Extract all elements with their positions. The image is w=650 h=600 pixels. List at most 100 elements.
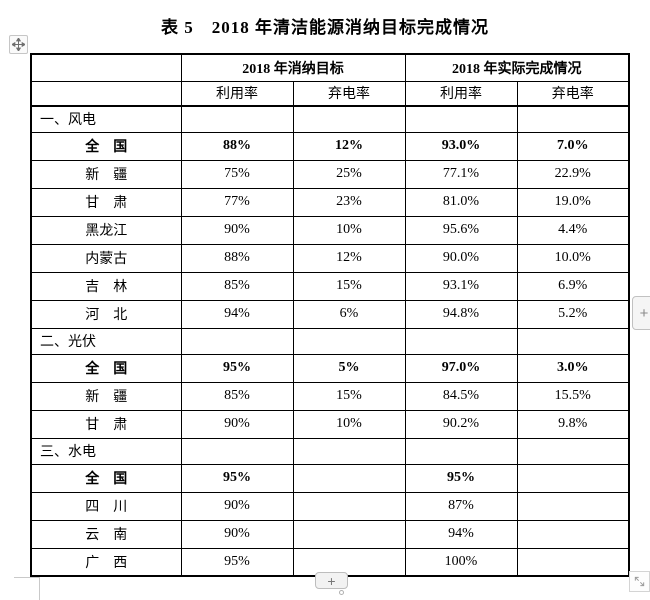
value-cell[interactable]: 100% xyxy=(404,547,518,577)
value-cell[interactable]: 85% xyxy=(180,271,294,301)
row-label[interactable]: 全 国 xyxy=(30,353,182,383)
value-cell[interactable]: 6% xyxy=(292,299,406,329)
value-cell[interactable]: 90.0% xyxy=(404,243,518,273)
value-cell[interactable]: 15.5% xyxy=(516,381,630,411)
value-cell[interactable]: 93.0% xyxy=(404,131,518,161)
value-cell[interactable]: 90% xyxy=(180,215,294,245)
value-cell[interactable]: 19.0% xyxy=(516,187,630,217)
value-cell[interactable]: 9.8% xyxy=(516,409,630,439)
row-label[interactable]: 甘 肃 xyxy=(30,187,182,217)
value-cell[interactable] xyxy=(516,491,630,521)
section-label[interactable]: 一、风电 xyxy=(30,105,182,133)
empty-cell[interactable] xyxy=(292,437,406,465)
empty-cell[interactable] xyxy=(516,105,630,133)
value-cell[interactable]: 95% xyxy=(180,547,294,577)
row-label[interactable]: 新 疆 xyxy=(30,159,182,189)
value-cell[interactable]: 6.9% xyxy=(516,271,630,301)
value-cell[interactable] xyxy=(516,519,630,549)
value-cell[interactable]: 94% xyxy=(404,519,518,549)
empty-cell[interactable] xyxy=(404,105,518,133)
header-curtailment-rate[interactable]: 弃电率 xyxy=(516,80,630,107)
value-cell[interactable]: 10% xyxy=(292,215,406,245)
empty-cell[interactable] xyxy=(404,437,518,465)
value-cell[interactable]: 85% xyxy=(180,381,294,411)
row-label[interactable]: 内蒙古 xyxy=(30,243,182,273)
empty-cell[interactable] xyxy=(404,327,518,355)
value-cell[interactable]: 77% xyxy=(180,187,294,217)
value-cell[interactable]: 95.6% xyxy=(404,215,518,245)
header-empty-cell[interactable] xyxy=(30,53,182,82)
value-cell[interactable]: 97.0% xyxy=(404,353,518,383)
value-cell[interactable]: 15% xyxy=(292,271,406,301)
table-row: 吉 林 85% 15% 93.1% 6.9% xyxy=(30,271,630,301)
empty-cell[interactable] xyxy=(516,327,630,355)
value-cell[interactable]: 90.2% xyxy=(404,409,518,439)
insert-row-button[interactable]: + xyxy=(632,296,650,330)
value-cell[interactable] xyxy=(292,547,406,577)
value-cell[interactable]: 88% xyxy=(180,243,294,273)
value-cell[interactable] xyxy=(292,491,406,521)
header-group-actual[interactable]: 2018 年实际完成情况 xyxy=(404,53,630,82)
row-label[interactable]: 全 国 xyxy=(30,463,182,493)
value-cell[interactable]: 5% xyxy=(292,353,406,383)
table-caption[interactable]: 表 5 2018 年清洁能源消纳目标完成情况 xyxy=(161,18,489,37)
value-cell[interactable]: 15% xyxy=(292,381,406,411)
value-cell[interactable]: 10% xyxy=(292,409,406,439)
value-cell[interactable] xyxy=(292,463,406,493)
value-cell[interactable]: 94% xyxy=(180,299,294,329)
insert-column-button[interactable]: + xyxy=(315,572,348,589)
value-cell[interactable]: 81.0% xyxy=(404,187,518,217)
row-label[interactable]: 黑龙江 xyxy=(30,215,182,245)
value-cell[interactable]: 90% xyxy=(180,491,294,521)
header-group-target[interactable]: 2018 年消纳目标 xyxy=(180,53,406,82)
row-label[interactable]: 四 川 xyxy=(30,491,182,521)
empty-cell[interactable] xyxy=(180,437,294,465)
empty-cell[interactable] xyxy=(292,327,406,355)
row-label[interactable]: 全 国 xyxy=(30,131,182,161)
header-utilization-rate[interactable]: 利用率 xyxy=(180,80,294,107)
value-cell[interactable]: 7.0% xyxy=(516,131,630,161)
value-cell[interactable]: 77.1% xyxy=(404,159,518,189)
value-cell[interactable]: 93.1% xyxy=(404,271,518,301)
value-cell[interactable]: 10.0% xyxy=(516,243,630,273)
header-curtailment-rate[interactable]: 弃电率 xyxy=(292,80,406,107)
row-label[interactable]: 广 西 xyxy=(30,547,182,577)
value-cell[interactable]: 95% xyxy=(180,353,294,383)
value-cell[interactable]: 12% xyxy=(292,243,406,273)
value-cell[interactable]: 75% xyxy=(180,159,294,189)
header-utilization-rate[interactable]: 利用率 xyxy=(404,80,518,107)
value-cell[interactable]: 5.2% xyxy=(516,299,630,329)
header-empty-cell[interactable] xyxy=(30,80,182,107)
table-resize-handle[interactable] xyxy=(629,571,650,592)
value-cell[interactable]: 3.0% xyxy=(516,353,630,383)
value-cell[interactable] xyxy=(516,547,630,577)
row-label[interactable]: 新 疆 xyxy=(30,381,182,411)
section-label[interactable]: 二、光伏 xyxy=(30,327,182,355)
empty-cell[interactable] xyxy=(180,327,294,355)
row-label[interactable]: 云 南 xyxy=(30,519,182,549)
table-move-handle[interactable] xyxy=(9,35,28,54)
value-cell[interactable]: 95% xyxy=(180,463,294,493)
value-cell[interactable]: 23% xyxy=(292,187,406,217)
value-cell[interactable]: 84.5% xyxy=(404,381,518,411)
table-row: 黑龙江 90% 10% 95.6% 4.4% xyxy=(30,215,630,245)
empty-cell[interactable] xyxy=(292,105,406,133)
value-cell[interactable] xyxy=(516,463,630,493)
row-label[interactable]: 河 北 xyxy=(30,299,182,329)
value-cell[interactable]: 90% xyxy=(180,519,294,549)
section-label[interactable]: 三、水电 xyxy=(30,437,182,465)
value-cell[interactable]: 94.8% xyxy=(404,299,518,329)
value-cell[interactable]: 12% xyxy=(292,131,406,161)
value-cell[interactable]: 87% xyxy=(404,491,518,521)
value-cell[interactable]: 88% xyxy=(180,131,294,161)
value-cell[interactable]: 90% xyxy=(180,409,294,439)
empty-cell[interactable] xyxy=(180,105,294,133)
value-cell[interactable]: 4.4% xyxy=(516,215,630,245)
value-cell[interactable]: 95% xyxy=(404,463,518,493)
row-label[interactable]: 甘 肃 xyxy=(30,409,182,439)
value-cell[interactable]: 25% xyxy=(292,159,406,189)
empty-cell[interactable] xyxy=(516,437,630,465)
value-cell[interactable] xyxy=(292,519,406,549)
row-label[interactable]: 吉 林 xyxy=(30,271,182,301)
value-cell[interactable]: 22.9% xyxy=(516,159,630,189)
